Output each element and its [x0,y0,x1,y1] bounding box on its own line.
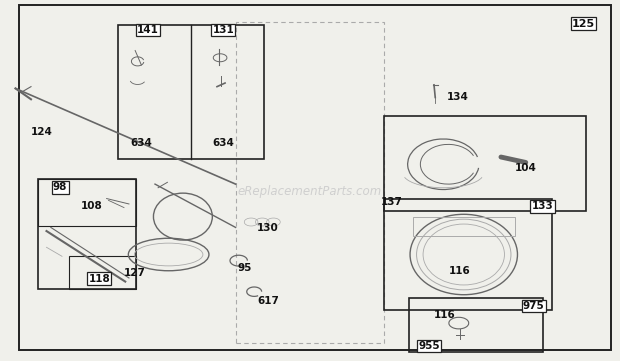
Text: 634: 634 [130,138,153,148]
Bar [384,116,586,211]
Text: 130: 130 [257,223,279,233]
Text: 634: 634 [212,138,234,148]
Text: 617: 617 [257,296,279,306]
Bar [409,298,542,352]
Text: 134: 134 [446,92,469,103]
Text: 975: 975 [523,301,545,311]
Bar [69,256,136,289]
Text: 95: 95 [237,263,252,273]
Text: 137: 137 [381,197,403,207]
Text: eReplacementParts.com: eReplacementParts.com [238,185,382,198]
Text: 141: 141 [137,25,159,35]
Text: 108: 108 [81,201,103,211]
Text: 116: 116 [434,310,456,320]
Text: 127: 127 [124,268,146,278]
Bar [38,179,136,226]
Text: 131: 131 [212,25,234,35]
Text: 104: 104 [515,163,537,173]
Bar [384,199,552,310]
Text: 955: 955 [418,341,440,351]
Bar [118,25,264,159]
Bar [413,217,515,236]
Text: 98: 98 [53,182,68,192]
Bar [38,179,136,289]
Text: 125: 125 [572,19,595,29]
Bar [236,22,384,343]
Text: 118: 118 [88,274,110,284]
Text: 133: 133 [531,201,554,212]
Text: 124: 124 [31,127,53,137]
Text: 116: 116 [449,266,471,277]
